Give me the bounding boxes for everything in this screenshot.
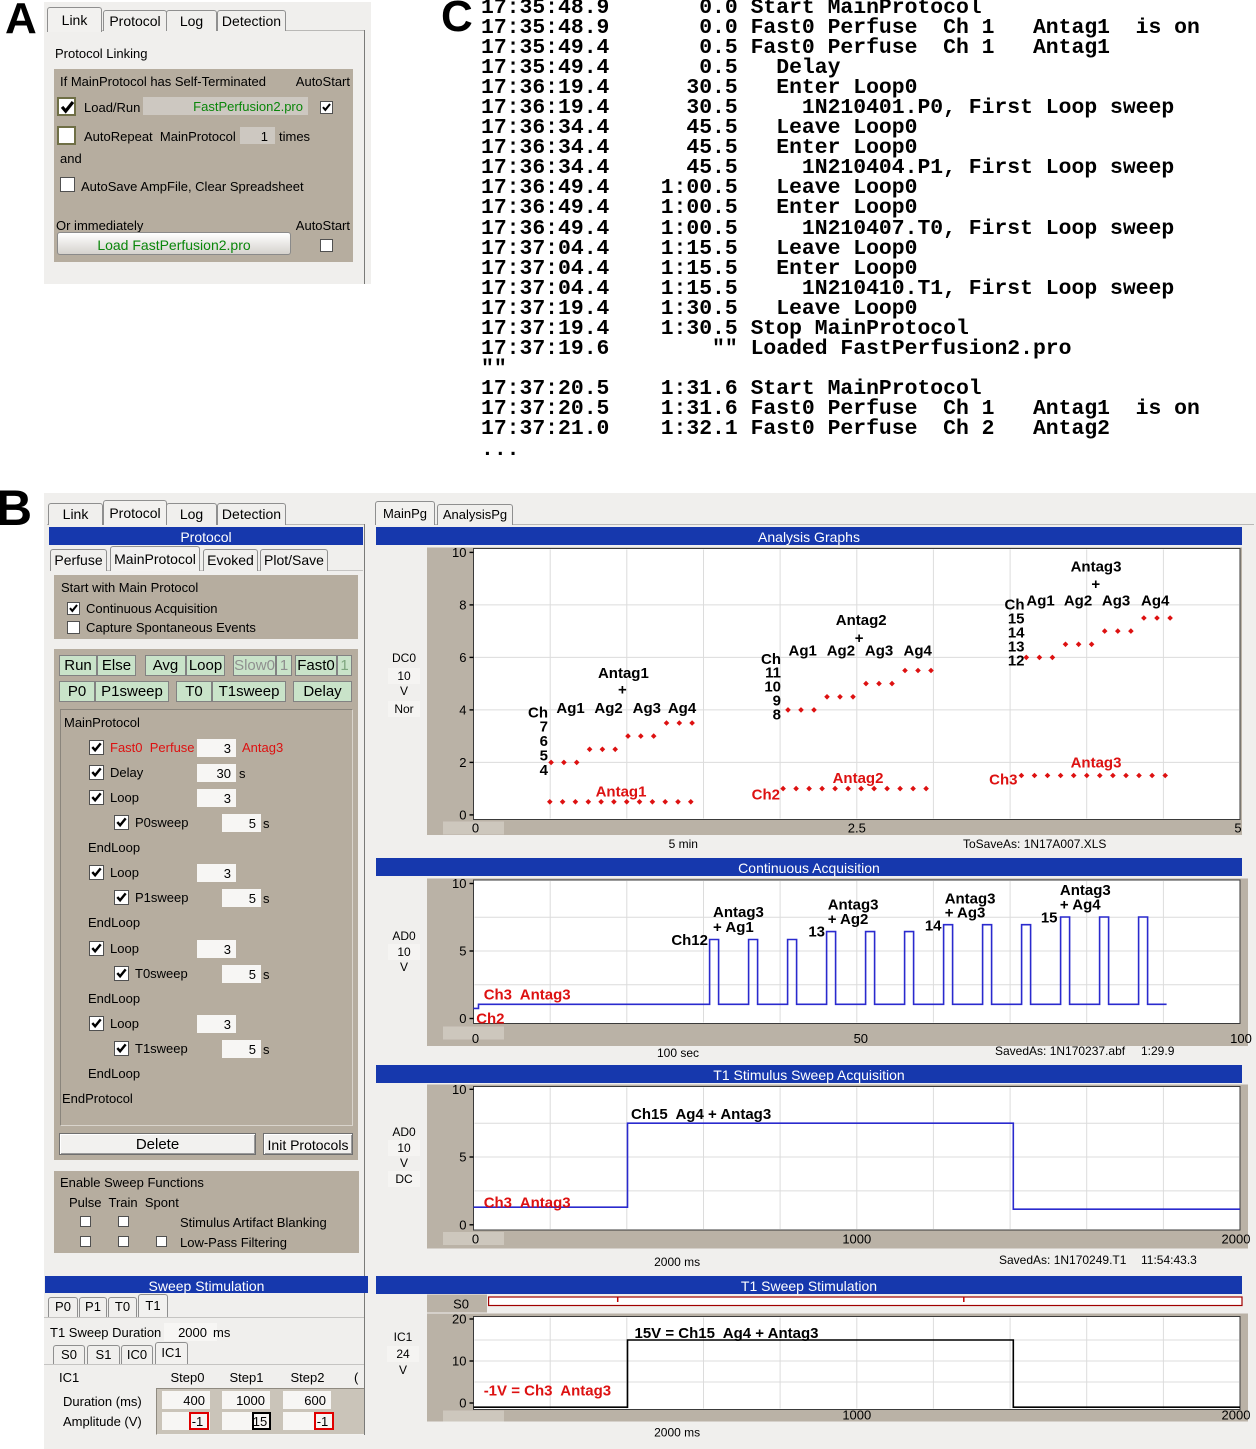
svg-text:10: 10: [764, 679, 781, 696]
svg-text:+ Ag1: + Ag1: [713, 919, 754, 936]
svg-text:2.5: 2.5: [848, 821, 866, 836]
svg-text:7: 7: [540, 719, 548, 736]
svg-text:13: 13: [1008, 638, 1025, 655]
svg-text:-1V = Ch3 Antag3: -1V = Ch3 Antag3: [484, 1383, 611, 1400]
svg-text:15: 15: [1041, 910, 1058, 927]
svg-text:0: 0: [459, 807, 466, 822]
svg-text:+: +: [1091, 576, 1100, 593]
svg-text:0: 0: [459, 1011, 466, 1026]
svg-text:8: 8: [773, 706, 781, 723]
svg-text:2000 ms: 2000 ms: [654, 1255, 700, 1269]
svg-text:9: 9: [773, 693, 781, 710]
svg-text:5: 5: [459, 944, 466, 959]
svg-text:Ag4: Ag4: [904, 643, 933, 660]
svg-text:6: 6: [459, 650, 466, 665]
svg-text:2: 2: [459, 755, 466, 770]
svg-text:15: 15: [1008, 610, 1025, 627]
svg-text:Ag1: Ag1: [789, 643, 817, 660]
svg-text:Antag3: Antag3: [828, 897, 879, 914]
svg-text:Antag3: Antag3: [713, 904, 764, 921]
svg-text:5: 5: [1234, 821, 1241, 836]
svg-text:5: 5: [540, 748, 548, 765]
svg-text:Ch: Ch: [761, 651, 781, 668]
svg-text:Ch15 Ag4 + Antag3: Ch15 Ag4 + Antag3: [631, 1106, 771, 1123]
svg-text:+ Ag4: + Ag4: [1060, 897, 1101, 914]
svg-text:5: 5: [459, 1150, 466, 1165]
svg-text:Ch2: Ch2: [476, 1011, 504, 1028]
svg-text:14: 14: [1008, 624, 1025, 641]
svg-text:Antag2: Antag2: [833, 770, 884, 787]
svg-text:Antag3: Antag3: [1060, 882, 1111, 899]
svg-text:12: 12: [1008, 652, 1025, 669]
svg-text:10: 10: [452, 1354, 466, 1369]
svg-text:+: +: [618, 682, 627, 699]
svg-text:Ch12: Ch12: [671, 932, 708, 949]
svg-text:1000: 1000: [842, 1408, 871, 1423]
svg-text:Antag2: Antag2: [836, 612, 887, 629]
svg-text:11:54:43.3: 11:54:43.3: [1141, 1253, 1197, 1267]
svg-text:6: 6: [540, 733, 548, 750]
svg-text:0: 0: [472, 1031, 479, 1046]
svg-text:+ Ag2: + Ag2: [828, 911, 869, 928]
svg-text:+ Ag3: + Ag3: [945, 904, 986, 921]
svg-text:0: 0: [472, 821, 479, 836]
svg-text:0: 0: [472, 1232, 479, 1247]
svg-text:Ag3: Ag3: [1102, 592, 1130, 609]
svg-text:2000: 2000: [1222, 1408, 1251, 1423]
svg-text:Antag3: Antag3: [945, 890, 996, 907]
svg-text:Ag4: Ag4: [1141, 592, 1170, 609]
svg-text:50: 50: [854, 1031, 868, 1046]
svg-text:0: 0: [459, 1396, 466, 1411]
svg-text:4: 4: [459, 702, 466, 717]
svg-text:Ag2: Ag2: [827, 643, 855, 660]
svg-text:Antag1: Antag1: [598, 665, 649, 682]
svg-text:1:29.9: 1:29.9: [1141, 1044, 1175, 1058]
svg-text:Ag4: Ag4: [668, 700, 697, 717]
svg-text:10: 10: [452, 547, 466, 560]
svg-text:Ag3: Ag3: [865, 643, 893, 660]
svg-text:+: +: [855, 630, 864, 647]
svg-text:Antag3: Antag3: [1071, 755, 1122, 772]
svg-text:SavedAs: 1N170237.abf: SavedAs: 1N170237.abf: [995, 1044, 1126, 1058]
svg-text:20: 20: [452, 1312, 466, 1327]
svg-text:14: 14: [925, 918, 942, 935]
svg-text:SavedAs: 1N170249.T1: SavedAs: 1N170249.T1: [999, 1253, 1127, 1267]
svg-text:Ag1: Ag1: [556, 700, 584, 717]
svg-text:2000 ms: 2000 ms: [654, 1426, 700, 1440]
svg-text:Ch2: Ch2: [752, 787, 780, 804]
svg-text:5 min: 5 min: [669, 837, 698, 851]
svg-text:Antag3: Antag3: [1071, 559, 1122, 576]
svg-text:0: 0: [459, 1217, 466, 1232]
svg-text:11: 11: [765, 665, 781, 682]
svg-text:Ag2: Ag2: [594, 700, 622, 717]
svg-text:Ch: Ch: [1005, 596, 1025, 613]
svg-text:Ch3 Antag3: Ch3 Antag3: [484, 987, 571, 1004]
svg-text:Ag3: Ag3: [633, 700, 661, 717]
svg-text:2000: 2000: [1222, 1232, 1251, 1247]
svg-text:Antag1: Antag1: [596, 784, 647, 801]
svg-text:1000: 1000: [842, 1232, 871, 1247]
svg-text:13: 13: [808, 924, 825, 941]
svg-text:100: 100: [1230, 1031, 1252, 1046]
svg-text:S0: S0: [453, 1297, 469, 1312]
svg-text:15V = Ch15 Ag4 + Antag3: 15V = Ch15 Ag4 + Antag3: [635, 1325, 819, 1342]
svg-text:Ag1: Ag1: [1026, 592, 1054, 609]
svg-text:10: 10: [452, 876, 466, 891]
svg-text:ToSaveAs: 1N17A007.XLS: ToSaveAs: 1N17A007.XLS: [963, 837, 1106, 851]
svg-text:Ag2: Ag2: [1064, 592, 1092, 609]
svg-text:10: 10: [452, 1082, 466, 1097]
svg-text:8: 8: [459, 597, 466, 612]
svg-text:Ch3 Antag3: Ch3 Antag3: [484, 1195, 571, 1212]
svg-text:100 sec: 100 sec: [657, 1046, 699, 1060]
svg-text:Ch3: Ch3: [989, 771, 1017, 788]
svg-text:Ch: Ch: [528, 704, 548, 721]
svg-text:4: 4: [540, 762, 549, 779]
